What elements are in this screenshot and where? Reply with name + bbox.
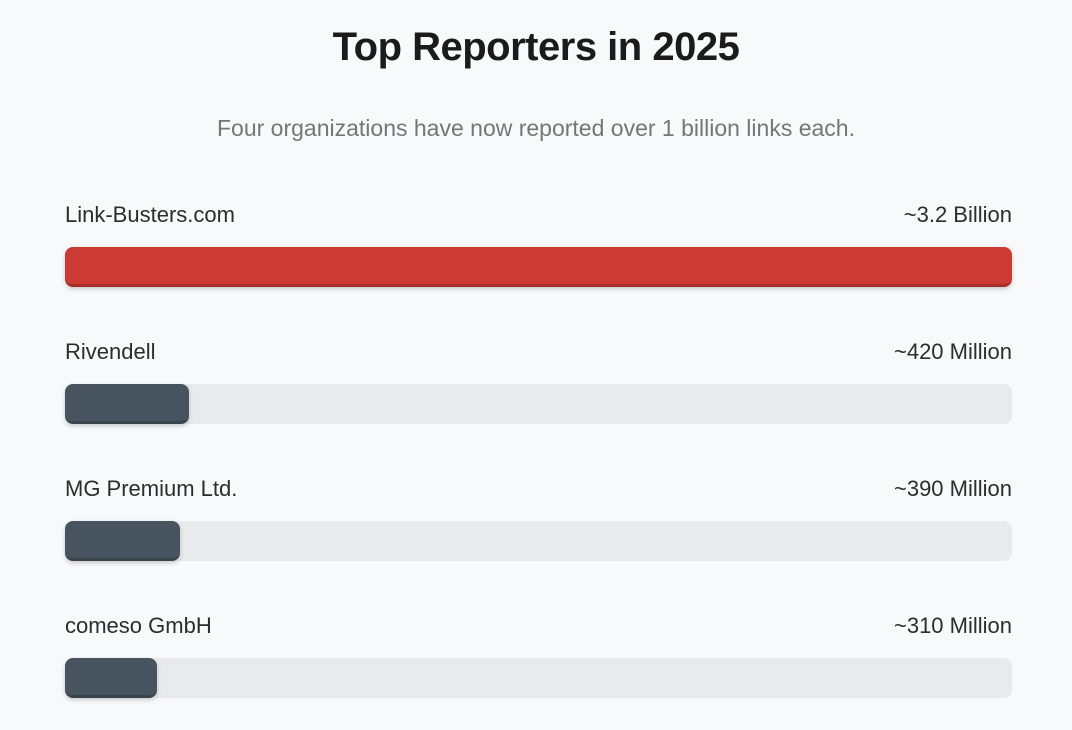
bar-label: Rivendell xyxy=(65,339,156,364)
bar-label: Link-Busters.com xyxy=(65,202,235,227)
bar-row-mg-premium: MG Premium Ltd. ~390 Million xyxy=(65,476,1012,561)
bar-value: ~310 Million xyxy=(893,613,1012,638)
bar-value: ~390 Million xyxy=(893,476,1012,501)
chart-subtitle: Four organizations have now reported ove… xyxy=(217,115,855,141)
bar-track xyxy=(65,521,1012,561)
bar-track xyxy=(65,384,1012,424)
bar-fill xyxy=(65,521,181,561)
bar-row-head: Rivendell ~420 Million xyxy=(65,339,1012,365)
bar-track xyxy=(65,247,1012,287)
bar-row-head: comeso GmbH ~310 Million xyxy=(65,613,1012,639)
top-reporters-chart: Top Reporters in 2025 Four organizations… xyxy=(0,24,1072,698)
bar-chart-rows: Link-Busters.com ~3.2 Billion Rivendell … xyxy=(65,202,1012,698)
bar-track xyxy=(65,658,1012,698)
bar-fill xyxy=(65,247,1012,287)
bar-label: comeso GmbH xyxy=(65,613,212,638)
bar-label: MG Premium Ltd. xyxy=(65,476,238,501)
bar-value: ~420 Million xyxy=(893,339,1012,364)
bar-row-comeso: comeso GmbH ~310 Million xyxy=(65,613,1012,698)
bar-row-rivendell: Rivendell ~420 Million xyxy=(65,339,1012,424)
bar-row-head: Link-Busters.com ~3.2 Billion xyxy=(65,202,1012,228)
bar-value: ~3.2 Billion xyxy=(903,202,1012,227)
bar-row-head: MG Premium Ltd. ~390 Million xyxy=(65,476,1012,502)
chart-title: Top Reporters in 2025 xyxy=(332,25,740,69)
bar-row-link-busters: Link-Busters.com ~3.2 Billion xyxy=(65,202,1012,287)
bar-fill xyxy=(65,658,157,698)
bar-fill xyxy=(65,384,190,424)
